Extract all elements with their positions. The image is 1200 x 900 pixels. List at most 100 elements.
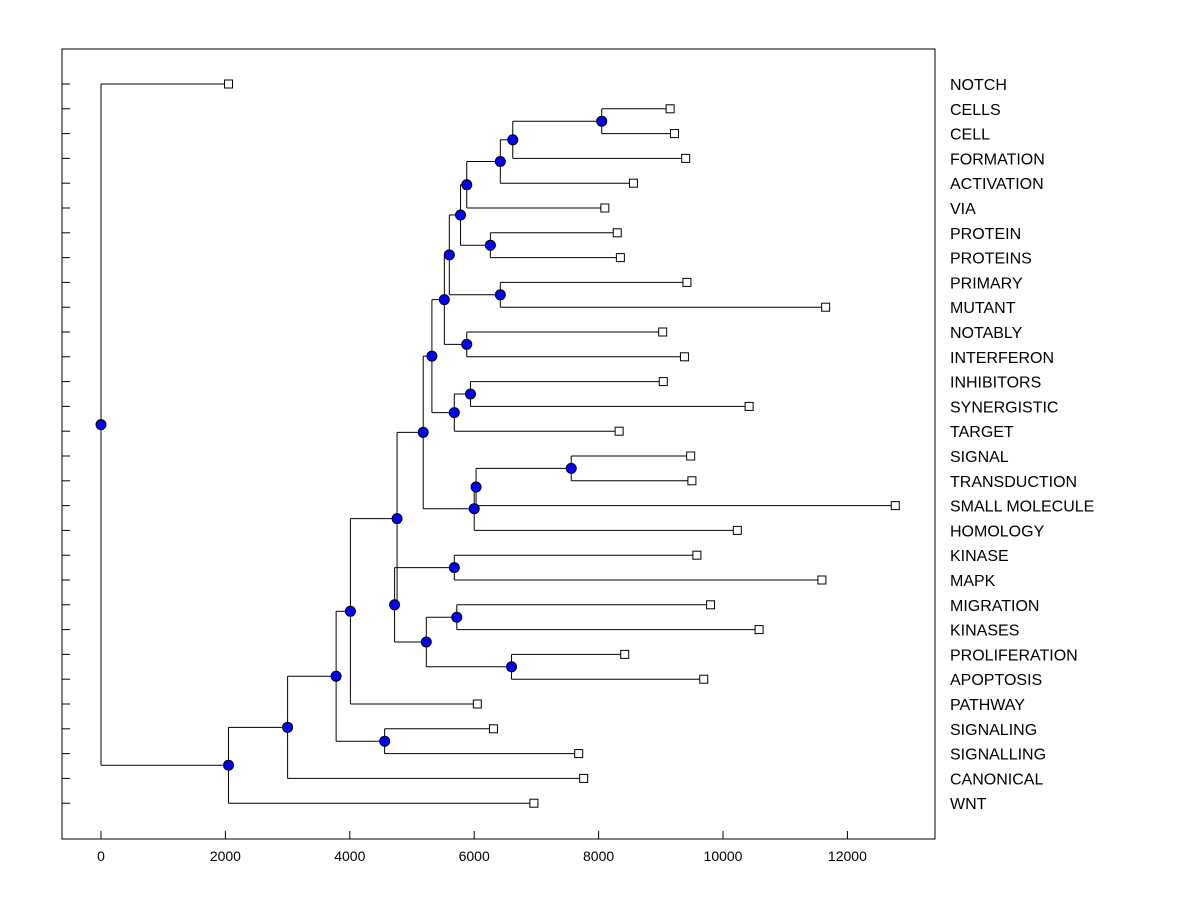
plot-frame [61,48,936,840]
leaf-marker [574,749,584,759]
dendrogram-links [100,83,896,804]
merge-node [484,239,496,251]
leaf-marker [821,302,831,312]
leaf-label: TRANSDUCTION [950,474,1077,491]
merge-node [95,419,107,431]
merge-node [461,338,473,350]
leaf-marker [681,153,691,163]
merge-node [494,289,506,301]
leaf-label: WNT [950,796,987,813]
leaf-label: PROLIFERATION [950,647,1078,664]
leaf-marker [686,451,696,461]
merge-node [507,134,519,146]
merge-node [379,735,391,747]
leaf-label: MUTANT [950,300,1016,317]
merge-node [417,426,429,438]
leaf-label: ACTIVATION [950,176,1044,193]
merge-node [468,503,480,515]
leaf-label: PROTEINS [950,251,1032,268]
merge-nodes [95,115,608,771]
x-tick-label: 6000 [459,848,490,864]
merge-node [565,462,577,474]
leaf-label: VIA [950,201,976,218]
leaf-label: TARGET [950,424,1014,441]
merge-node [344,605,356,617]
leaf-label: MIGRATION [950,598,1039,615]
merge-node [451,611,463,623]
leaf-marker [658,327,668,337]
leaf-label: KINASES [950,623,1019,640]
leaf-label: INTERFERON [950,350,1054,367]
x-tick-label: 4000 [334,848,365,864]
leaf-marker [754,625,764,635]
leaf-marker [529,798,539,808]
merge-node [464,388,476,400]
merge-node [426,350,438,362]
merge-node [389,599,401,611]
leaf-label: APOPTOSIS [950,672,1042,689]
leaf-label: SIGNALLING [950,747,1046,764]
merge-node [330,670,342,682]
leaf-labels: NOTCH CELLS CELL FORMATION ACTIVATION VIA PROT… [950,77,1094,813]
leaf-marker [890,501,900,511]
leaf-label: CELL [950,127,990,144]
leaf-marker [612,228,622,238]
leaf-marker [699,674,709,684]
merge-node [282,721,294,733]
leaf-marker [614,426,624,436]
leaf-marker [615,253,625,263]
leaf-label: INHIBITORS [950,375,1041,392]
leaf-label: CELLS [950,102,1001,119]
merge-node [438,294,450,306]
x-tick-label: 8000 [583,848,614,864]
x-tick-label: 2000 [210,848,241,864]
leaf-label: HOMOLOGY [950,523,1045,540]
merge-node [420,636,432,648]
leaf-marker [472,699,482,709]
leaf-marker [579,773,589,783]
x-tick-label: 0 [97,848,105,864]
leaf-marker [488,724,498,734]
leaf-marker [224,79,234,89]
leaf-marker [732,525,742,535]
leaf-marker [682,277,692,287]
leaf-label: FORMATION [950,151,1045,168]
leaf-label: KINASE [950,548,1009,565]
merge-node [470,481,482,493]
x-tick-label: 10000 [704,848,743,864]
merge-node [448,407,460,419]
leaf-label: PROTEIN [950,226,1021,243]
merge-node [494,156,506,167]
leaf-label: CANONICAL [950,771,1043,788]
leaf-label: SIGNALING [950,722,1037,739]
merge-node [506,661,518,673]
leaf-label: NOTCH [950,77,1007,94]
leaf-marker [665,104,675,114]
leaf-label: NOTABLY [950,325,1023,342]
merge-node [443,249,455,261]
leaf-marker [817,575,827,585]
leaf-marker [692,550,702,560]
merge-node [223,759,235,771]
leaf-marker [744,401,754,411]
leaf-marker [620,649,630,659]
axis-ticks [62,83,848,839]
leaf-marker [679,352,689,362]
merge-node [391,513,403,525]
leaf-label: PATHWAY [950,697,1025,714]
leaf-marker [687,476,697,486]
leaf-label: SYNERGISTIC [950,399,1058,416]
leaf-label: PRIMARY [950,275,1023,292]
leaf-marker [600,203,610,213]
leaf-marker [706,600,716,610]
merge-node [448,562,460,574]
x-tick-label: 12000 [828,848,867,864]
merge-node [596,115,608,127]
leaf-label: SMALL MOLECULE [950,499,1094,516]
leaf-marker [628,178,638,188]
leaf-label: SIGNAL [950,449,1009,466]
leaf-marker [669,129,679,139]
merge-node [455,209,467,221]
merge-node [461,179,473,191]
